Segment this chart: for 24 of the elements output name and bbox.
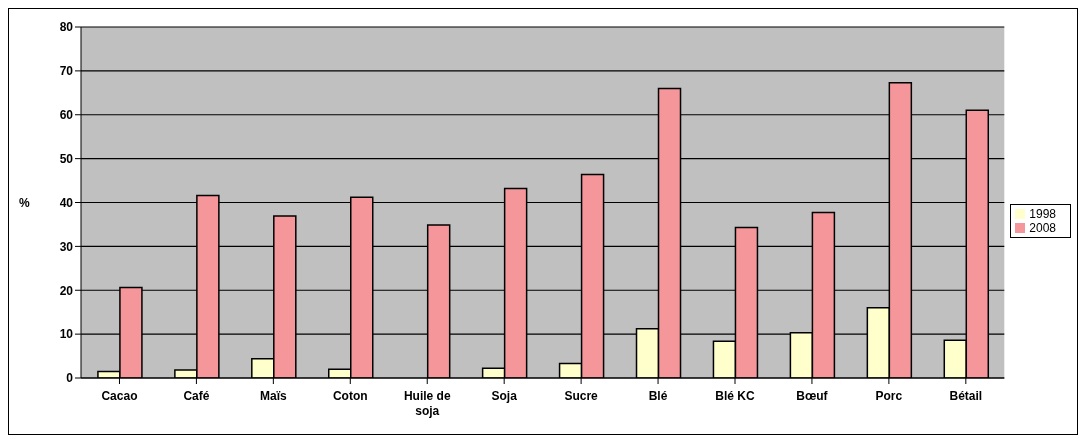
y-tick-label: 10 bbox=[59, 327, 74, 342]
x-tick-label: Café bbox=[183, 389, 210, 403]
x-tick-label: Porc bbox=[875, 389, 903, 403]
y-tick-label: 80 bbox=[59, 20, 74, 35]
x-tick-label: Bœuf bbox=[796, 389, 829, 403]
x-tick-label: Blé bbox=[648, 389, 668, 403]
y-tick-label: 70 bbox=[59, 64, 74, 79]
y-axis-title: % bbox=[19, 195, 30, 210]
legend-label: 2008 bbox=[1029, 220, 1056, 235]
x-tick-label: Huile de soja bbox=[403, 389, 451, 418]
y-tick-label: 0 bbox=[66, 371, 74, 386]
x-tick-label: Bétail bbox=[949, 389, 983, 403]
y-tick-label: 60 bbox=[59, 108, 74, 123]
x-tick-label: Maïs bbox=[260, 389, 288, 403]
y-tick-label: 20 bbox=[59, 283, 74, 298]
y-tick-label: 40 bbox=[59, 195, 74, 210]
x-tick-label: Blé KC bbox=[715, 389, 755, 403]
x-tick-label: Coton bbox=[332, 389, 368, 403]
legend-label: 1998 bbox=[1029, 206, 1056, 221]
y-tick-label: 50 bbox=[59, 151, 74, 166]
x-tick-label: Sucre bbox=[564, 389, 599, 403]
x-tick-label: Soja bbox=[491, 389, 518, 403]
y-tick-label: 30 bbox=[59, 239, 74, 254]
x-tick-label: Cacao bbox=[101, 389, 138, 403]
